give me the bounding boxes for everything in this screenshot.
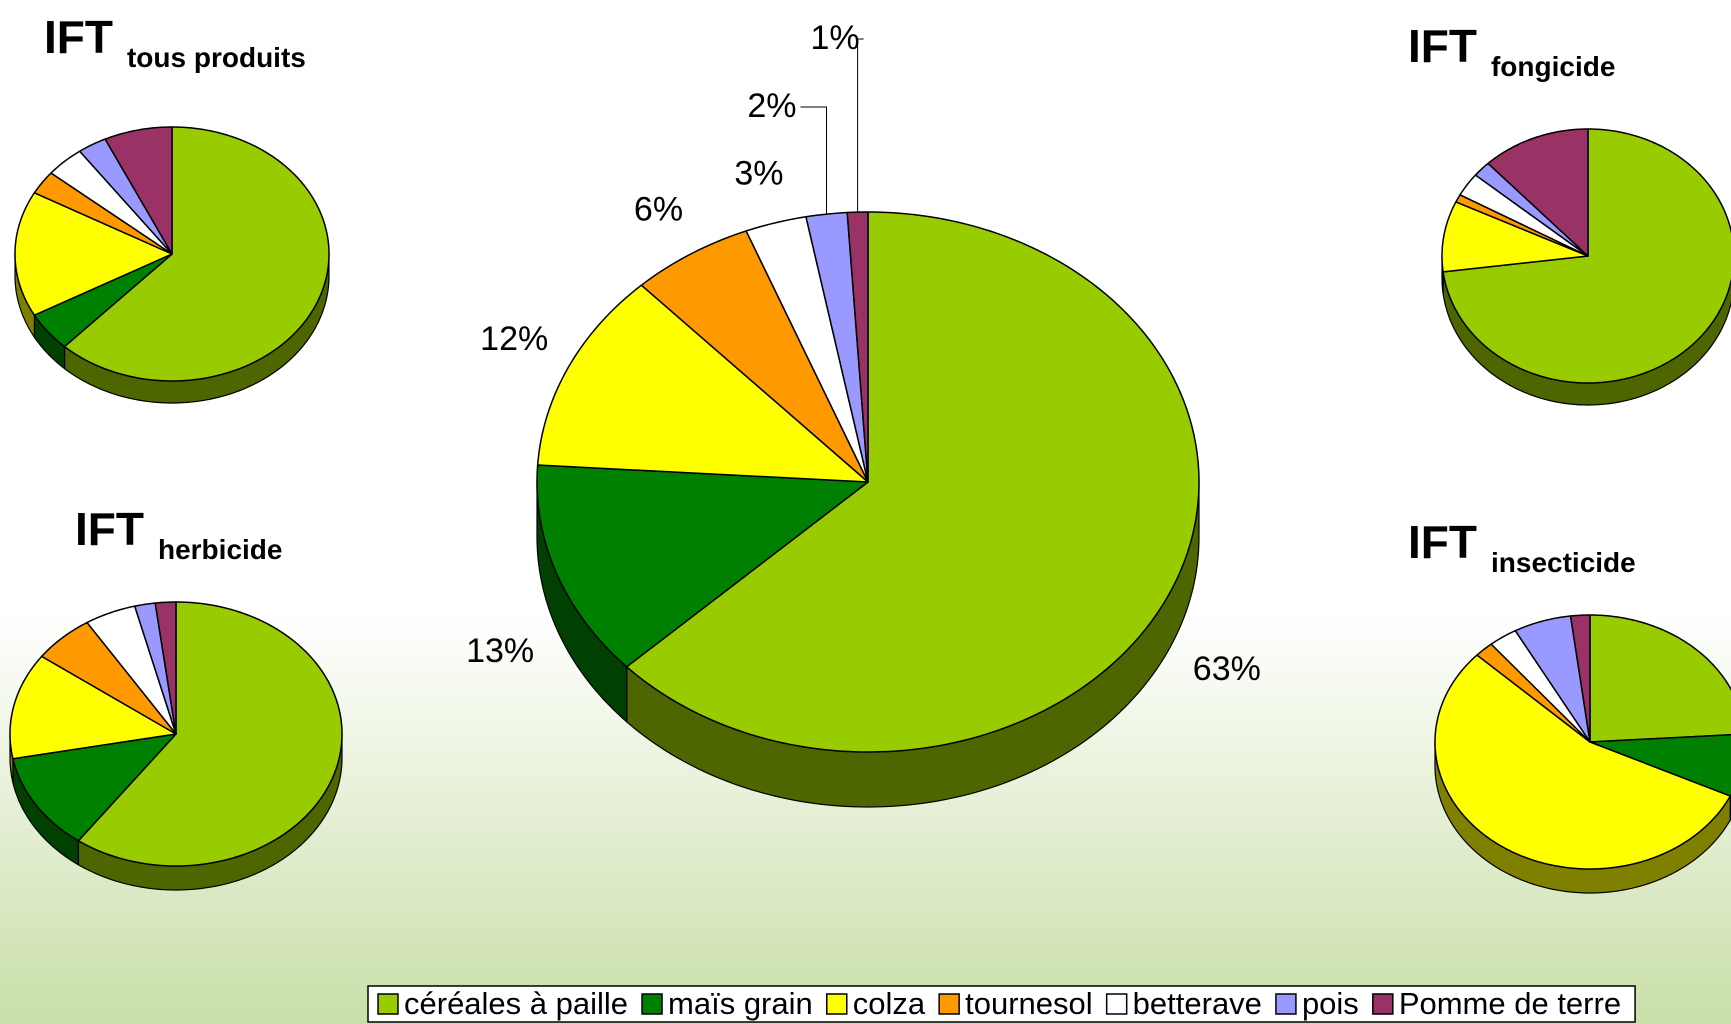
legend-box xyxy=(367,985,1636,1023)
legend-swatch xyxy=(377,993,399,1015)
data-label: 13% xyxy=(466,632,534,670)
pie-slice xyxy=(1459,174,1589,257)
data-label: 3% xyxy=(734,154,783,192)
pie-slice xyxy=(1490,629,1591,743)
pie-slice xyxy=(1434,654,1731,870)
title-sub: tous produits xyxy=(127,42,306,73)
legend-label: colza xyxy=(853,986,926,1021)
legend-label: céréales à paille xyxy=(404,986,628,1021)
pie-slice xyxy=(50,150,173,255)
pie-slice xyxy=(12,733,177,842)
pie-slice xyxy=(536,464,869,668)
legend-label: pois xyxy=(1302,986,1359,1021)
chart-title: IFT fongicide xyxy=(1408,20,1615,82)
chart-title: IFT herbicide xyxy=(75,503,282,565)
pie-slice xyxy=(625,211,1200,753)
pie-slice xyxy=(536,284,869,483)
leader-line xyxy=(800,106,828,215)
legend-swatch xyxy=(1372,993,1394,1015)
data-label: 12% xyxy=(480,320,548,358)
pie-slice xyxy=(1569,614,1591,743)
pie-slice xyxy=(33,253,173,348)
pie-slice xyxy=(77,601,343,867)
legend-label: Pomme de terre xyxy=(1399,986,1621,1021)
pie-slice xyxy=(1474,162,1589,257)
title-main: IFT xyxy=(44,11,113,63)
legend-label: tournesol xyxy=(965,986,1093,1021)
pie-slice xyxy=(1589,733,1731,797)
legend-swatch xyxy=(938,993,960,1015)
pie-slice xyxy=(9,655,177,760)
pie-slice xyxy=(14,192,173,316)
pie-slice xyxy=(1476,643,1591,743)
pie-slice xyxy=(1441,201,1589,273)
pie-slice xyxy=(40,621,177,735)
pie-slice xyxy=(745,216,869,483)
pie-slice xyxy=(1487,128,1589,257)
leader-line xyxy=(857,38,864,213)
legend-swatch xyxy=(1105,993,1128,1015)
data-label: 63% xyxy=(1193,650,1261,688)
pie-slice xyxy=(33,172,173,255)
chart-title: IFT insecticide xyxy=(1408,516,1636,578)
data-label: 6% xyxy=(634,190,683,228)
legend-label: maïs grain xyxy=(668,986,813,1021)
pie-slice xyxy=(104,126,173,255)
pie-slice xyxy=(86,605,177,735)
pie-slice xyxy=(133,602,177,735)
pie-slice xyxy=(1589,614,1731,743)
pie-slice xyxy=(78,138,173,255)
title-sub: herbicide xyxy=(158,534,282,565)
data-label: 2% xyxy=(747,87,796,125)
data-label: 1% xyxy=(810,19,859,57)
legend-swatch xyxy=(641,993,663,1015)
legend-label: betterave xyxy=(1133,986,1262,1021)
pie-slice xyxy=(1514,615,1591,743)
legend-swatch xyxy=(1275,993,1297,1015)
title-main: IFT xyxy=(75,503,144,555)
legend-swatch xyxy=(826,993,848,1015)
chart-title: IFT tous produits xyxy=(44,11,306,73)
pie-slice xyxy=(640,230,869,483)
title-sub: insecticide xyxy=(1491,547,1636,578)
title-main: IFT xyxy=(1408,516,1477,568)
title-sub: fongicide xyxy=(1491,51,1615,82)
pie-slice xyxy=(805,211,869,483)
pie-slice xyxy=(154,601,177,735)
pie-slice xyxy=(63,126,330,382)
title-main: IFT xyxy=(1408,20,1477,72)
pie-slice xyxy=(1442,128,1731,384)
